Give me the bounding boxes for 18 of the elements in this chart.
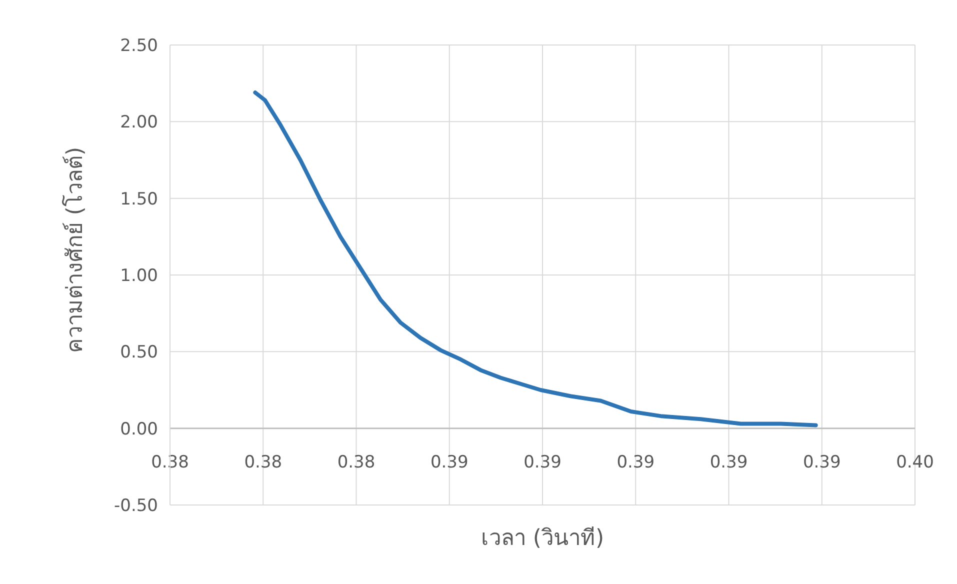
y-tick-label: -0.50 xyxy=(114,496,158,516)
x-tick-label: 0.39 xyxy=(710,452,748,472)
x-tick-label: 0.38 xyxy=(337,452,376,472)
x-tick-label: 0.39 xyxy=(524,452,562,472)
x-tick-label: 0.39 xyxy=(616,452,655,472)
y-tick-label: 1.00 xyxy=(120,266,158,286)
y-tick-label: 1.50 xyxy=(120,189,158,210)
x-tick-label: 0.39 xyxy=(802,452,841,472)
x-tick-label: 0.40 xyxy=(896,452,934,472)
y-tick-label: 2.00 xyxy=(120,112,158,133)
y-tick-label: 2.50 xyxy=(120,36,158,56)
y-tick-label: 0.50 xyxy=(120,342,158,363)
y-tick-label: 0.00 xyxy=(120,419,158,440)
x-tick-label: 0.38 xyxy=(151,452,189,472)
x-tick-label: 0.39 xyxy=(430,452,468,472)
x-tick-label: 0.38 xyxy=(244,452,282,472)
x-axis-title: เวลา (วินาที) xyxy=(480,526,604,551)
y-axis-title: ความต่างศักย์ (โวลต์) xyxy=(62,146,88,354)
